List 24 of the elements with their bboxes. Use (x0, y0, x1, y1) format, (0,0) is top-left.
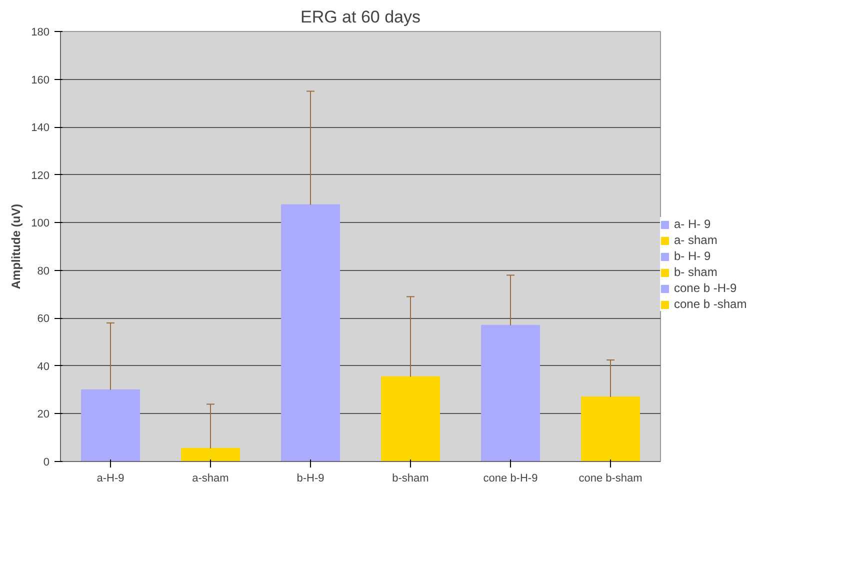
y-tick-label: 120 (31, 170, 50, 182)
y-tick-label: 60 (37, 313, 50, 326)
y-tick-label: 160 (31, 74, 50, 86)
chart-title: ERG at 60 days (300, 8, 421, 26)
legend-label: cone b -H-9 (674, 281, 737, 295)
y-axis-title: Amplitude (uV) (9, 204, 24, 290)
y-tick-label: 40 (37, 360, 50, 373)
legend-label: b- H- 9 (674, 249, 711, 263)
x-tick-label: a-sham (192, 472, 229, 484)
x-tick-label: cone b-sham (578, 472, 642, 484)
y-tick-label: 20 (37, 408, 50, 421)
legend-label: a- H- 9 (674, 217, 711, 231)
x-tick-label: b-sham (392, 472, 429, 484)
x-tick-label: b-H-9 (296, 472, 324, 484)
y-tick-label: 140 (31, 122, 50, 134)
y-tick-label: 80 (37, 265, 50, 278)
legend-label: a- sham (674, 233, 718, 247)
x-tick-label: a-H-9 (96, 472, 124, 484)
legend-label: cone b -sham (674, 297, 747, 311)
y-tick-label: 180 (31, 26, 50, 38)
legend-label: b- sham (674, 265, 718, 279)
y-tick-label: 100 (31, 218, 50, 230)
x-tick-label: cone b-H-9 (483, 472, 538, 484)
y-tick-label: 0 (43, 456, 50, 468)
